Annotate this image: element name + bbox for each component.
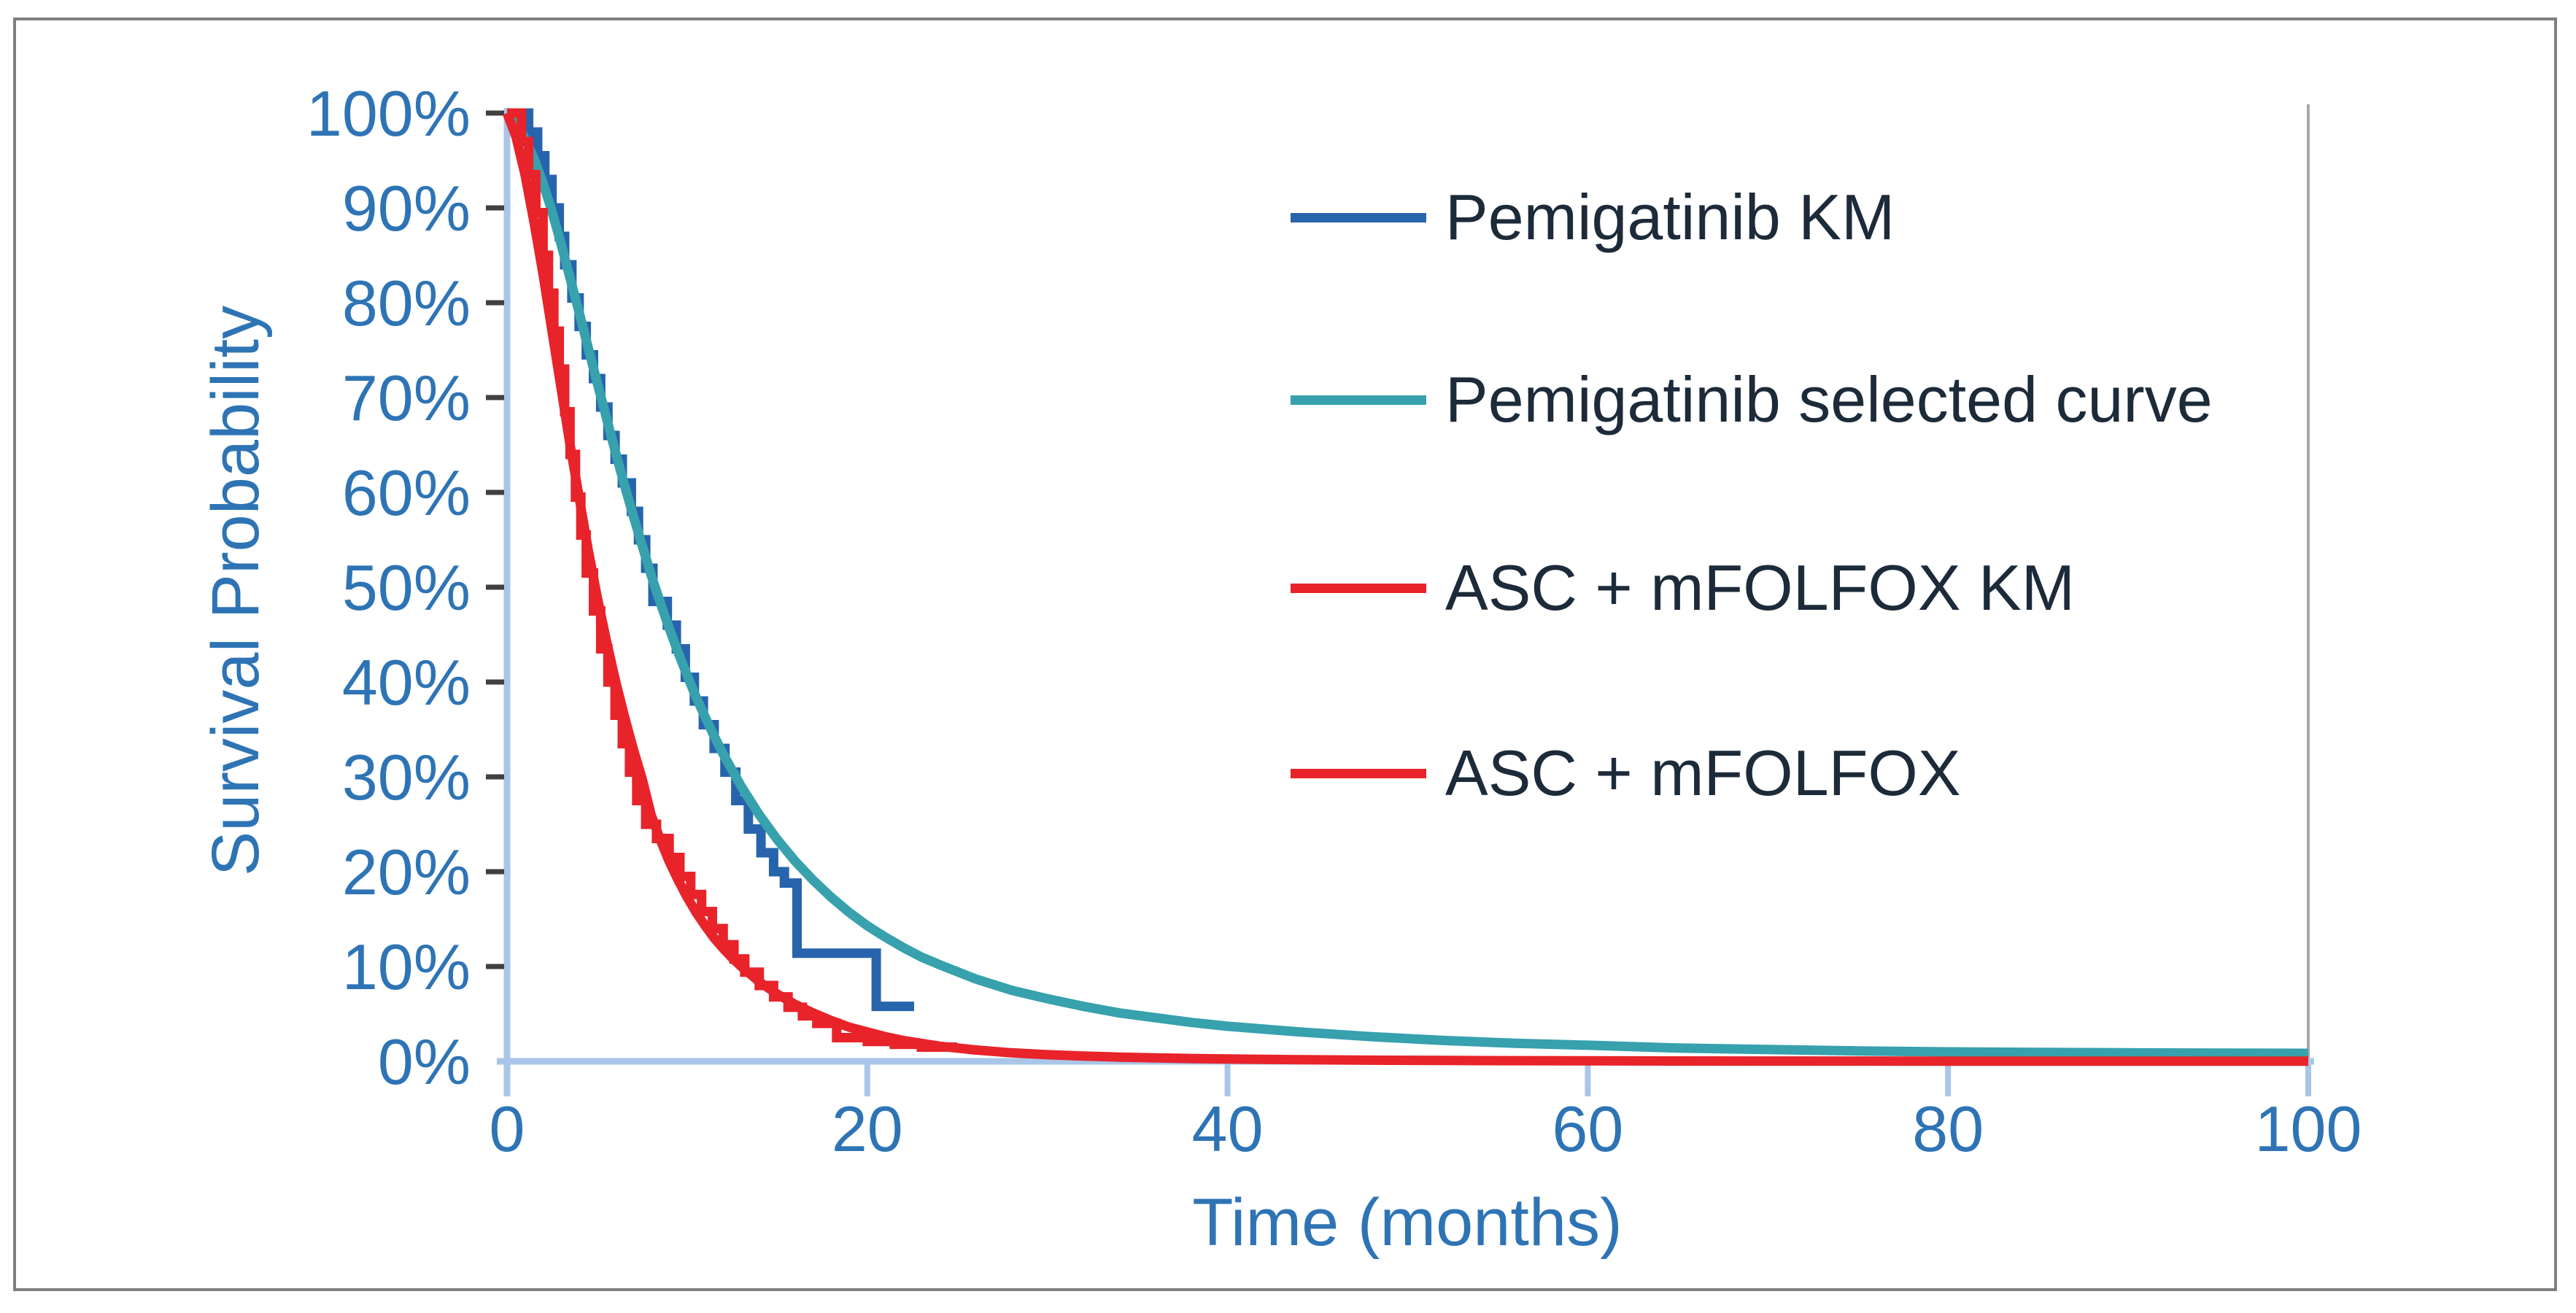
x-tick-label: 60 (1552, 1093, 1623, 1165)
y-tick-label: 90% (342, 172, 471, 244)
y-tick-label: 30% (342, 741, 471, 813)
tick-labels-layer: 0 20 40 60 80 100 0% 10% 20% 30% 40% 50% 60% 70% 80% 90… (306, 77, 2362, 1165)
y-tick-label: 0% (378, 1026, 471, 1098)
y-tick-label: 70% (342, 362, 471, 434)
legend-label: ASC + mFOLFOX (1445, 737, 1961, 809)
legend-swatch (1291, 395, 1426, 405)
legend-item: Pemigatinib KM (1291, 181, 1895, 254)
legend-swatch (1291, 768, 1426, 778)
y-tick-label: 50% (342, 551, 471, 624)
legend-swatch (1291, 583, 1426, 593)
legend-item: Pemigatinib selected curve (1291, 363, 2213, 436)
x-tick-label: 40 (1192, 1093, 1264, 1165)
pemigatinib-selected-curve (503, 109, 2309, 1058)
x-tick-label: 0 (490, 1093, 525, 1165)
figure-frame (13, 18, 2557, 1291)
y-tick-label: 80% (342, 267, 471, 339)
y-tick-label: 60% (342, 457, 471, 529)
x-tick-label: 100 (2255, 1093, 2362, 1165)
legend-swatch (1291, 212, 1426, 222)
asc-mfolfox-km-curve (507, 108, 958, 1052)
legend-label: ASC + mFOLFOX KM (1445, 551, 2076, 624)
legend-label: Pemigatinib KM (1445, 181, 1895, 253)
x-axis-title: Time (months) (1192, 1185, 1622, 1260)
curves-layer (502, 108, 2309, 1066)
asc-mfolfox-curve (502, 111, 2308, 1066)
pemigatinib-km-curve (507, 108, 914, 1012)
legend-item: ASC + mFOLFOX KM (1291, 551, 2075, 624)
x-tick-label: 20 (832, 1093, 903, 1165)
legend-label: Pemigatinib selected curve (1445, 363, 2213, 435)
x-tick-label: 80 (1912, 1093, 1984, 1165)
y-tick-label: 10% (342, 931, 471, 1003)
legend-item: ASC + mFOLFOX (1291, 737, 1961, 810)
y-axis-title: Survival Probability (198, 305, 273, 877)
y-tick-label: 100% (306, 77, 471, 150)
y-tick-label: 40% (342, 646, 471, 719)
y-tick-label: 20% (342, 836, 471, 908)
